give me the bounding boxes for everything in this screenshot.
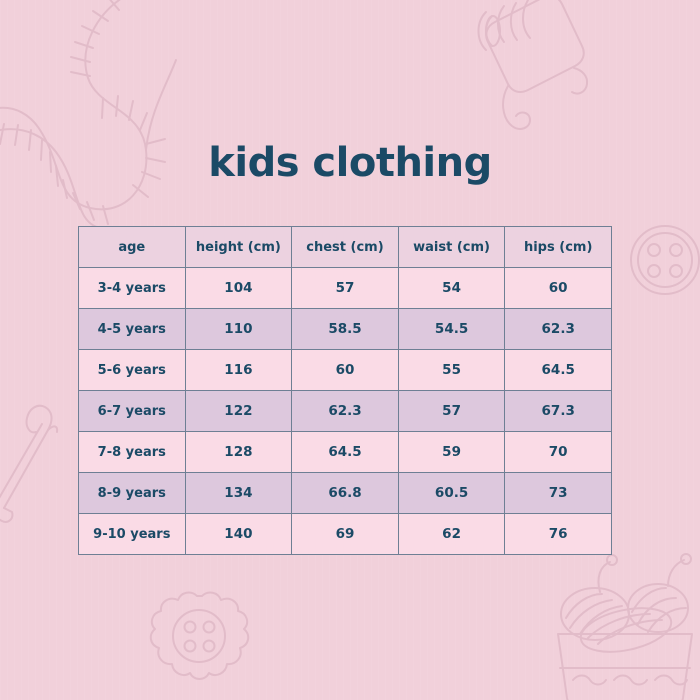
column-header-chest: chest (cm) xyxy=(291,226,399,268)
page-title: kids clothing xyxy=(208,140,492,186)
cell-age: 6-7 years xyxy=(78,390,186,432)
cell-height: 104 xyxy=(184,267,293,309)
table-row: 5-6 years 116 60 55 64.5 xyxy=(78,349,612,391)
cell-chest: 60 xyxy=(291,349,399,391)
table-body: 3-4 years 104 57 54 60 4-5 years 110 58.… xyxy=(78,267,612,555)
cell-height: 122 xyxy=(184,390,293,432)
cell-age: 3-4 years xyxy=(78,267,186,309)
flower-button-icon xyxy=(149,588,255,693)
thread-spool-icon xyxy=(470,0,610,130)
cell-hips: 76 xyxy=(504,513,612,555)
safety-pin-icon xyxy=(0,400,86,530)
cell-height: 140 xyxy=(184,513,293,555)
column-header-height: height (cm) xyxy=(184,226,293,268)
cell-age: 7-8 years xyxy=(78,431,186,473)
table-row: 9-10 years 140 69 62 76 xyxy=(78,513,612,555)
cell-chest: 66.8 xyxy=(291,472,399,514)
yarn-basket-icon xyxy=(540,553,700,700)
measuring-tape-icon xyxy=(0,0,210,229)
cell-hips: 70 xyxy=(504,431,612,473)
cell-waist: 54.5 xyxy=(397,308,506,350)
cell-hips: 64.5 xyxy=(504,349,612,391)
cell-chest: 69 xyxy=(291,513,399,555)
table-row: 8-9 years 134 66.8 60.5 73 xyxy=(78,472,612,514)
cell-waist: 55 xyxy=(397,349,506,391)
column-header-hips: hips (cm) xyxy=(504,226,612,268)
cell-chest: 58.5 xyxy=(291,308,399,350)
cell-age: 8-9 years xyxy=(78,472,186,514)
cell-waist: 54 xyxy=(397,267,506,309)
size-chart-table: age height (cm) chest (cm) waist (cm) hi… xyxy=(78,226,612,555)
table-row: 3-4 years 104 57 54 60 xyxy=(78,267,612,309)
cell-age: 9-10 years xyxy=(78,513,186,555)
column-header-age: age xyxy=(78,226,186,268)
table-row: 7-8 years 128 64.5 59 70 xyxy=(78,431,612,473)
button-icon xyxy=(623,218,700,302)
cell-chest: 57 xyxy=(291,267,399,309)
table-row: 6-7 years 122 62.3 57 67.3 xyxy=(78,390,612,432)
cell-age: 4-5 years xyxy=(78,308,186,350)
cell-waist: 60.5 xyxy=(397,472,506,514)
cell-height: 134 xyxy=(184,472,293,514)
cell-age: 5-6 years xyxy=(78,349,186,391)
cell-height: 128 xyxy=(184,431,293,473)
cell-hips: 62.3 xyxy=(504,308,612,350)
column-header-waist: waist (cm) xyxy=(397,226,506,268)
cell-hips: 67.3 xyxy=(504,390,612,432)
cell-hips: 73 xyxy=(504,472,612,514)
cell-waist: 57 xyxy=(397,390,506,432)
table-header-row: age height (cm) chest (cm) waist (cm) hi… xyxy=(78,226,612,268)
cell-chest: 64.5 xyxy=(291,431,399,473)
cell-height: 116 xyxy=(184,349,293,391)
cell-chest: 62.3 xyxy=(291,390,399,432)
table-header: age height (cm) chest (cm) waist (cm) hi… xyxy=(78,226,612,268)
cell-height: 110 xyxy=(184,308,293,350)
size-chart-table-container: age height (cm) chest (cm) waist (cm) hi… xyxy=(78,226,612,555)
cell-hips: 60 xyxy=(504,267,612,309)
table-row: 4-5 years 110 58.5 54.5 62.3 xyxy=(78,308,612,350)
cell-waist: 59 xyxy=(397,431,506,473)
cell-waist: 62 xyxy=(397,513,506,555)
